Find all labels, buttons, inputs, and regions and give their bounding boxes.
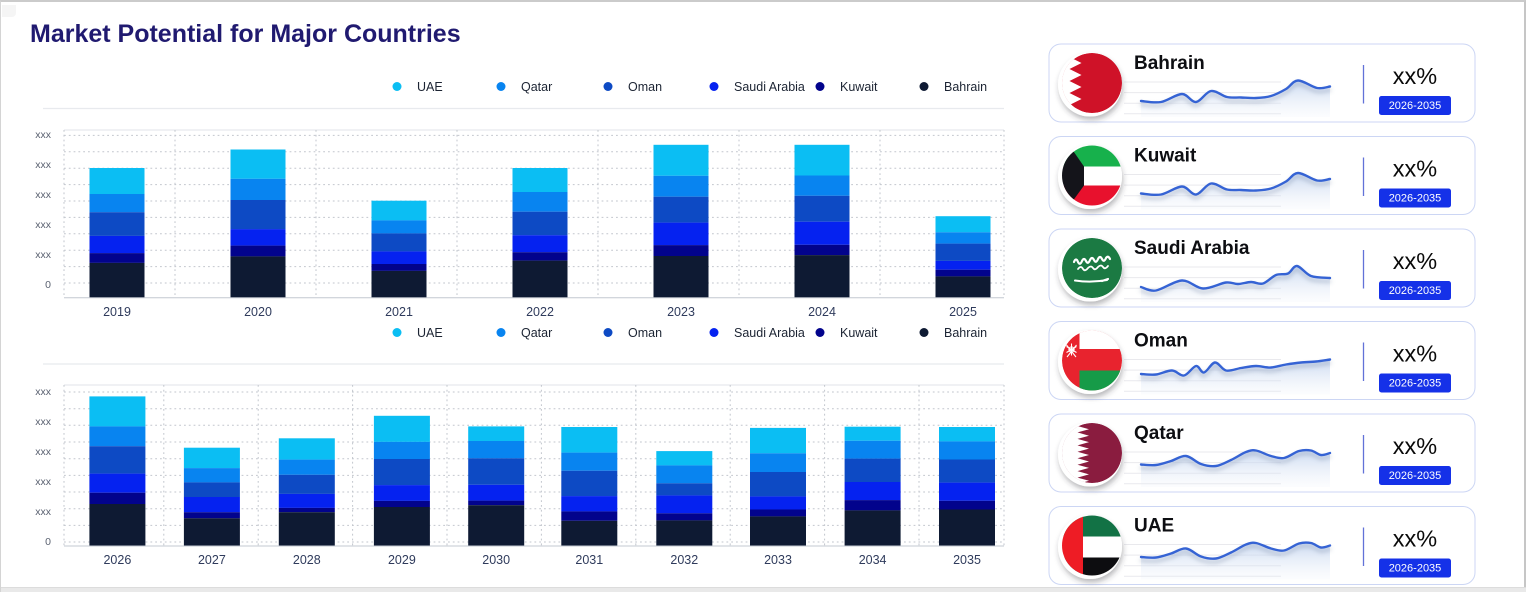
svg-text:Kuwait: Kuwait bbox=[840, 326, 878, 340]
svg-text:2026-2035: 2026-2035 bbox=[1389, 193, 1442, 205]
svg-text:UAE: UAE bbox=[417, 80, 443, 94]
svg-text:2034: 2034 bbox=[859, 553, 887, 567]
svg-text:2026-2035: 2026-2035 bbox=[1389, 563, 1442, 575]
svg-text:2029: 2029 bbox=[388, 553, 416, 567]
svg-text:Oman: Oman bbox=[1134, 331, 1188, 352]
svg-text:Saudi Arabia: Saudi Arabia bbox=[734, 80, 805, 94]
svg-text:Kuwait: Kuwait bbox=[1134, 146, 1197, 167]
svg-text:Bahrain: Bahrain bbox=[944, 326, 987, 340]
svg-text:2026-2035: 2026-2035 bbox=[1389, 100, 1442, 112]
svg-text:2021: 2021 bbox=[385, 305, 413, 319]
svg-text:2026-2035: 2026-2035 bbox=[1389, 470, 1442, 482]
svg-text:xxx: xxx bbox=[35, 446, 52, 458]
svg-text:xx%: xx% bbox=[1393, 526, 1438, 552]
svg-text:xx%: xx% bbox=[1393, 63, 1438, 89]
svg-text:xx%: xx% bbox=[1393, 341, 1438, 367]
svg-text:2025: 2025 bbox=[949, 305, 977, 319]
svg-text:Qatar: Qatar bbox=[1134, 423, 1184, 444]
svg-text:xx%: xx% bbox=[1393, 248, 1438, 274]
svg-text:Qatar: Qatar bbox=[521, 326, 552, 340]
svg-text:Bahrain: Bahrain bbox=[944, 80, 987, 94]
svg-text:2026-2035: 2026-2035 bbox=[1389, 378, 1442, 390]
svg-text:0: 0 bbox=[45, 536, 51, 548]
svg-text:xxx: xxx bbox=[35, 249, 52, 261]
svg-text:Kuwait: Kuwait bbox=[840, 80, 878, 94]
svg-text:2027: 2027 bbox=[198, 553, 226, 567]
svg-text:Bahrain: Bahrain bbox=[1134, 53, 1205, 74]
svg-text:xx%: xx% bbox=[1393, 433, 1438, 459]
svg-text:xxx: xxx bbox=[35, 506, 52, 518]
svg-text:xxx: xxx bbox=[35, 386, 52, 398]
svg-text:Saudi Arabia: Saudi Arabia bbox=[734, 326, 805, 340]
svg-text:2030: 2030 bbox=[482, 553, 510, 567]
svg-text:2020: 2020 bbox=[244, 305, 272, 319]
svg-text:2033: 2033 bbox=[764, 553, 792, 567]
svg-text:UAE: UAE bbox=[1134, 516, 1174, 537]
svg-text:2024: 2024 bbox=[808, 305, 836, 319]
svg-text:Saudi Arabia: Saudi Arabia bbox=[1134, 238, 1250, 259]
svg-text:2028: 2028 bbox=[293, 553, 321, 567]
svg-text:Oman: Oman bbox=[628, 326, 662, 340]
svg-text:2026-2035: 2026-2035 bbox=[1389, 285, 1442, 297]
svg-text:UAE: UAE bbox=[417, 326, 443, 340]
svg-text:2032: 2032 bbox=[670, 553, 698, 567]
svg-text:xxx: xxx bbox=[35, 476, 52, 488]
svg-text:0: 0 bbox=[45, 279, 51, 291]
svg-text:2019: 2019 bbox=[103, 305, 131, 319]
svg-text:2035: 2035 bbox=[953, 553, 981, 567]
svg-text:xx%: xx% bbox=[1393, 156, 1438, 182]
svg-text:2022: 2022 bbox=[526, 305, 554, 319]
svg-text:2023: 2023 bbox=[667, 305, 695, 319]
svg-text:2031: 2031 bbox=[575, 553, 603, 567]
svg-text:2026: 2026 bbox=[103, 553, 131, 567]
svg-text:Qatar: Qatar bbox=[521, 80, 552, 94]
svg-text:Oman: Oman bbox=[628, 80, 662, 94]
svg-text:xxx: xxx bbox=[35, 159, 52, 171]
svg-text:xxx: xxx bbox=[35, 219, 52, 231]
svg-text:xxx: xxx bbox=[35, 416, 52, 428]
svg-text:xxx: xxx bbox=[35, 129, 52, 141]
svg-text:xxx: xxx bbox=[35, 189, 52, 201]
